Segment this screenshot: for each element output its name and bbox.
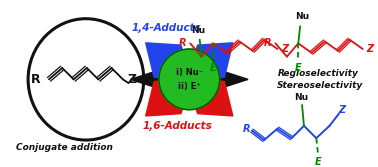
Text: i) Nu⁻: i) Nu⁻ [176, 68, 203, 77]
Text: Conjugate addition: Conjugate addition [16, 143, 113, 152]
Text: Z: Z [282, 44, 288, 54]
Polygon shape [214, 61, 248, 98]
Polygon shape [196, 81, 233, 116]
Text: 1,6-Adducts: 1,6-Adducts [143, 121, 213, 131]
Polygon shape [196, 43, 233, 78]
Text: R: R [179, 38, 186, 48]
Text: E: E [210, 63, 216, 73]
Polygon shape [130, 61, 165, 98]
Text: R: R [242, 124, 250, 134]
Text: R: R [264, 38, 272, 48]
Text: Nu: Nu [295, 12, 309, 21]
Text: Z: Z [367, 44, 374, 54]
Text: Stereoselectivity: Stereoselectivity [277, 80, 363, 90]
Circle shape [159, 49, 220, 110]
Text: Regioselectivity: Regioselectivity [278, 69, 359, 78]
Text: Nu: Nu [191, 26, 205, 35]
Polygon shape [146, 43, 183, 78]
Text: 1,4-Adducts: 1,4-Adducts [132, 23, 201, 33]
Text: ii) E⁺: ii) E⁺ [178, 82, 201, 92]
Polygon shape [146, 81, 183, 116]
Text: E: E [315, 157, 321, 167]
Text: R: R [31, 73, 40, 86]
Text: E: E [295, 63, 302, 73]
Text: Z: Z [338, 105, 345, 115]
Text: Nu: Nu [294, 93, 308, 102]
Text: Z: Z [128, 73, 137, 86]
